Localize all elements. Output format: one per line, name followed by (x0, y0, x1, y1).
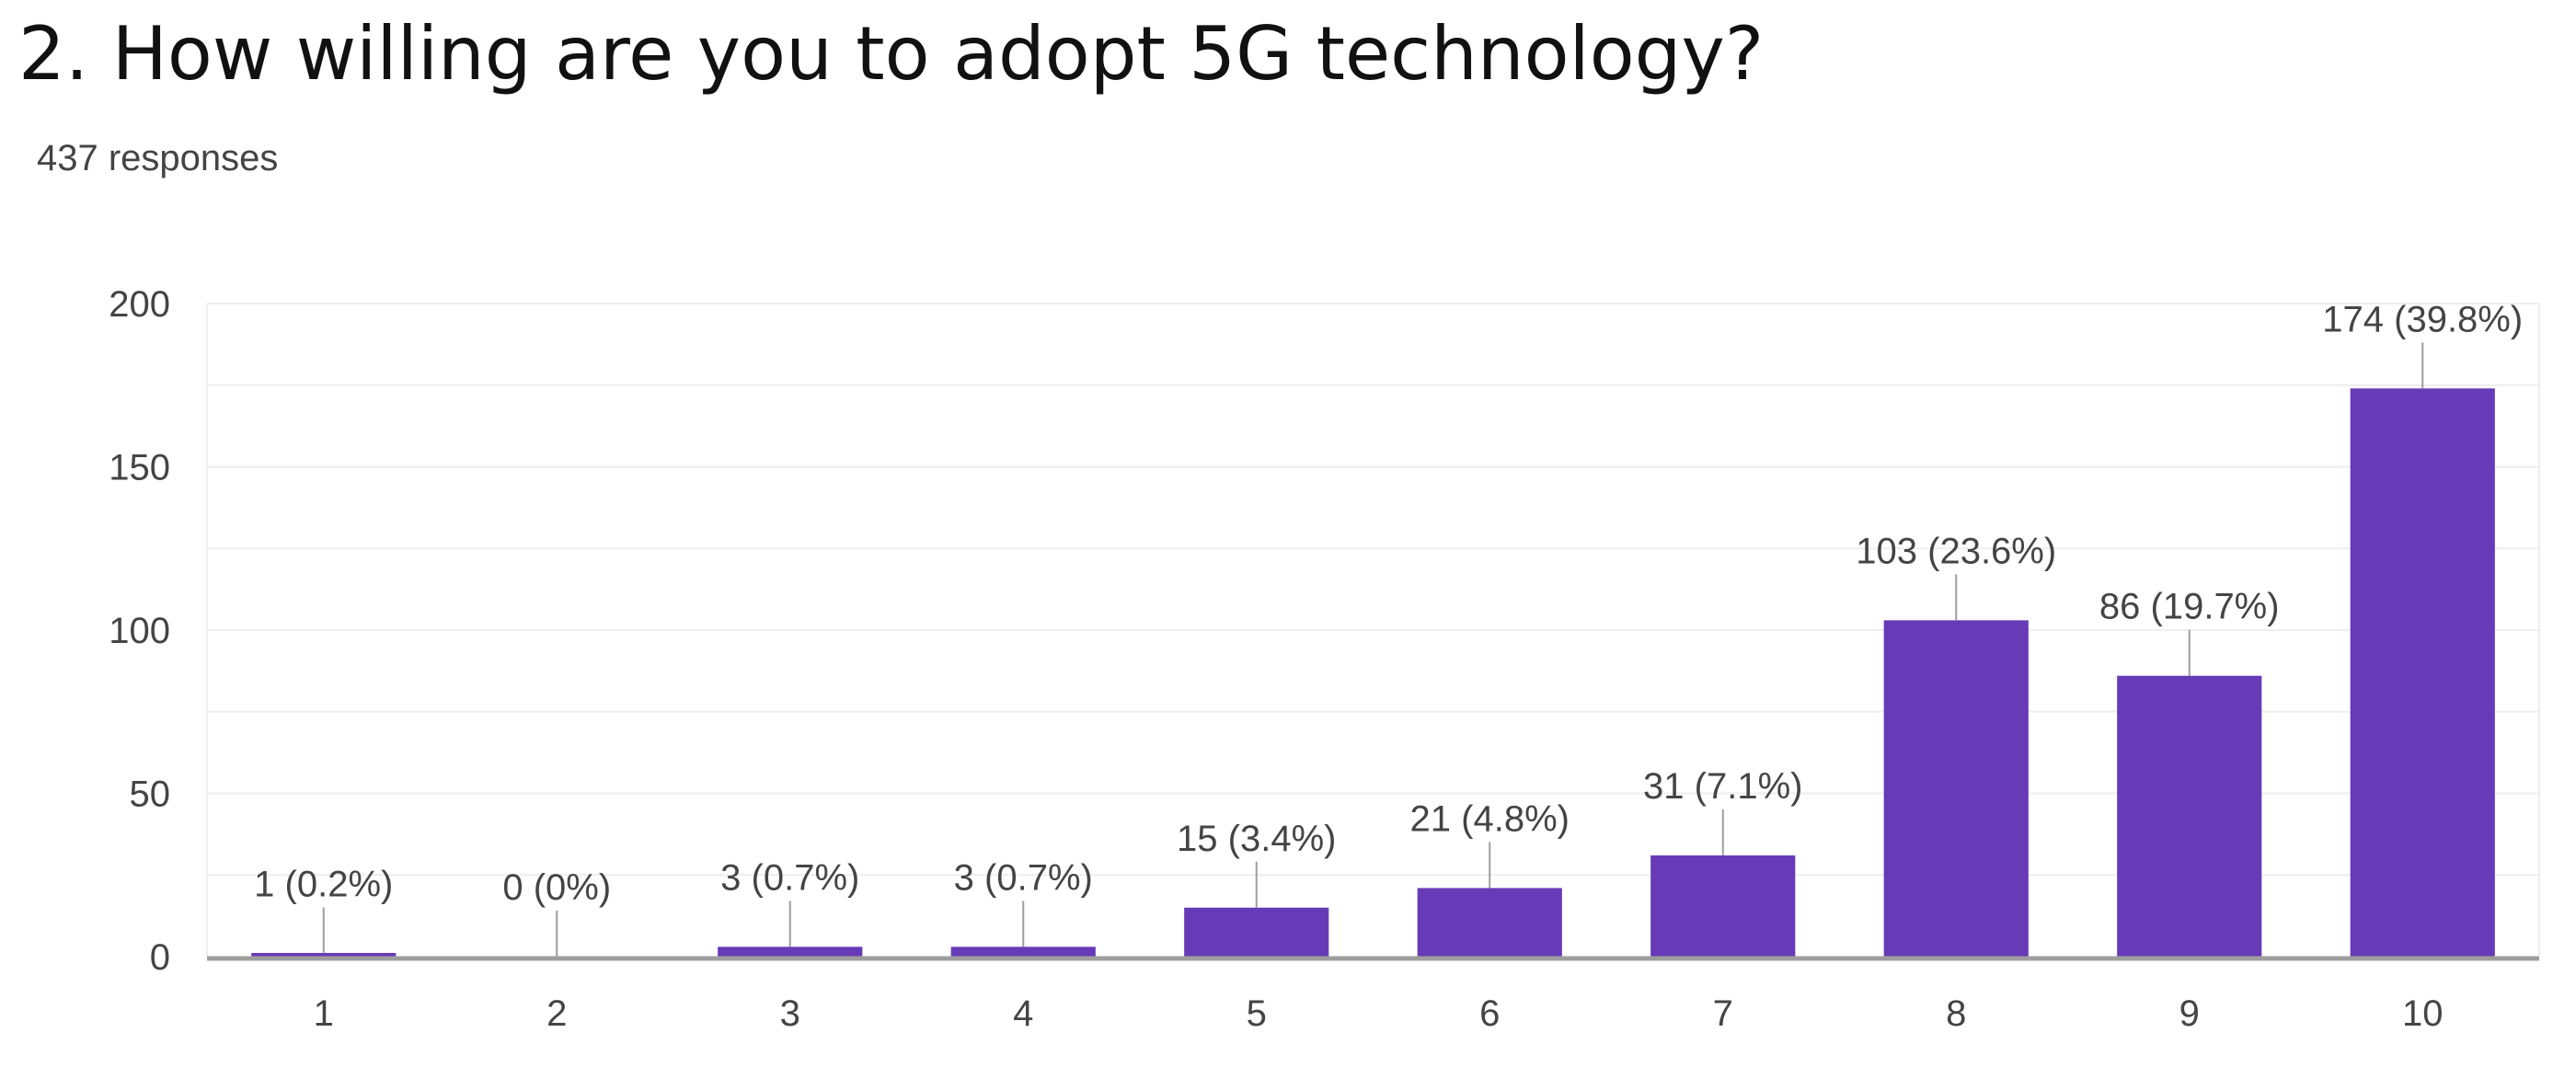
bar (1650, 855, 1796, 957)
data-label: 86 (19.7%) (2099, 587, 2280, 627)
chart-title: 2. How willing are you to adopt 5G techn… (18, 11, 1765, 97)
bar (718, 947, 863, 957)
data-label: 31 (7.1%) (1643, 766, 1802, 807)
data-label: 1 (0.2%) (254, 864, 393, 904)
bar (1417, 888, 1562, 957)
y-axis-ticks: 0 50 100 150 200 (109, 284, 170, 978)
y-tick-label: 100 (109, 611, 170, 651)
bar (1184, 907, 1329, 957)
data-labels: 1 (0.2%) 0 (0%) 3 (0.7%) 3 (0.7%) 15 (3.4%) 2… (254, 299, 2523, 957)
data-label: 174 (39.8%) (2322, 299, 2523, 339)
x-tick-label: 5 (1247, 993, 1267, 1034)
x-tick-label: 7 (1713, 993, 1733, 1034)
x-tick-label: 2 (546, 993, 567, 1034)
y-tick-label: 150 (109, 448, 170, 488)
bar (2117, 675, 2262, 957)
bar (950, 947, 1096, 957)
data-label: 0 (0%) (502, 867, 611, 908)
y-tick-label: 200 (109, 284, 170, 325)
data-label: 103 (23.6%) (1856, 531, 2056, 571)
data-label: 15 (3.4%) (1177, 819, 1336, 859)
x-tick-label: 3 (780, 993, 800, 1034)
data-label: 3 (0.7%) (954, 857, 1093, 898)
x-tick-label: 8 (1946, 993, 1966, 1034)
x-axis-ticks: 1 2 3 4 5 6 7 8 9 10 (314, 993, 2444, 1034)
bar (251, 953, 397, 957)
x-tick-label: 6 (1479, 993, 1500, 1034)
data-label: 21 (4.8%) (1410, 798, 1570, 839)
x-tick-label: 4 (1013, 993, 1033, 1034)
data-label: 3 (0.7%) (720, 857, 859, 898)
x-tick-label: 10 (2402, 993, 2444, 1034)
response-count: 437 responses (37, 138, 279, 178)
x-tick-label: 9 (2179, 993, 2200, 1034)
y-tick-label: 50 (130, 774, 171, 815)
y-tick-label: 0 (150, 937, 170, 978)
bar (1883, 620, 2029, 957)
gridlines (206, 303, 2540, 957)
x-tick-label: 1 (314, 993, 334, 1034)
bar (2350, 388, 2495, 957)
bars (207, 388, 2539, 961)
